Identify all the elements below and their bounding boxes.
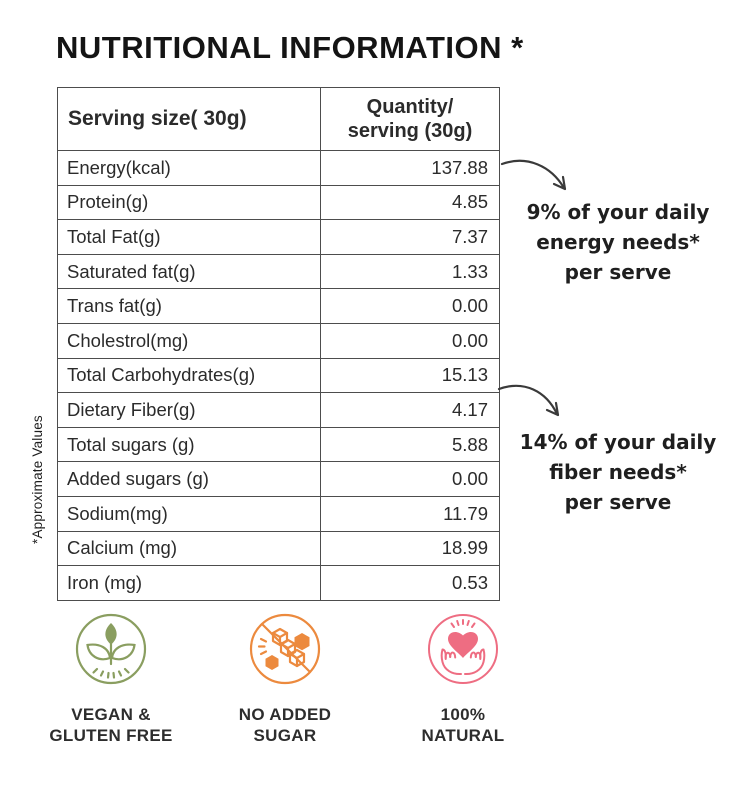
badge-label-line1: 100% bbox=[440, 705, 486, 724]
nutrient-label: Iron (mg) bbox=[57, 565, 321, 601]
nutrient-value: 18.99 bbox=[320, 530, 500, 567]
approximate-values-note: *Approximate Values bbox=[30, 415, 45, 545]
hands-heart-icon bbox=[428, 614, 498, 684]
nutrient-value: 5.88 bbox=[320, 426, 500, 463]
nutrient-value: 7.37 bbox=[320, 219, 500, 255]
table-row: Sodium(mg) 11.79 bbox=[57, 495, 500, 532]
badge-100-natural: 100% NATURAL bbox=[378, 610, 548, 746]
annotation-line: per serve bbox=[564, 490, 672, 514]
table-row: Iron (mg) 0.53 bbox=[57, 565, 500, 601]
nutrient-value: 0.00 bbox=[320, 288, 500, 324]
table-row: Trans fat(g) 0.00 bbox=[57, 288, 500, 324]
nutrient-label: Saturated fat(g) bbox=[57, 253, 321, 290]
energy-arrow-icon bbox=[500, 159, 566, 190]
badge-label-line2: NATURAL bbox=[421, 726, 505, 745]
table-row: Saturated fat(g) 1.33 bbox=[57, 253, 500, 290]
badge-label: 100% NATURAL bbox=[378, 704, 548, 746]
nutrient-value: 11.79 bbox=[320, 495, 500, 532]
nutrient-label: Total Carbohydrates(g) bbox=[57, 357, 321, 394]
nutrient-label: Total Fat(g) bbox=[57, 219, 321, 255]
badge-label: NO ADDED SUGAR bbox=[200, 704, 370, 746]
nutrient-label: Added sugars (g) bbox=[57, 461, 321, 497]
table-row: Dietary Fiber(g) 4.17 bbox=[57, 392, 500, 428]
nutrient-value: 137.88 bbox=[320, 150, 500, 186]
annotation-line: energy needs* bbox=[536, 230, 700, 254]
column-header-serving-size: Serving size( 30g) bbox=[57, 87, 321, 151]
table-row: Total Carbohydrates(g) 15.13 bbox=[57, 357, 500, 394]
plant-icon bbox=[75, 613, 147, 685]
table-row: Calcium (mg) 18.99 bbox=[57, 530, 500, 567]
annotation-line: 9% of your daily bbox=[526, 200, 710, 224]
badge-label-line2: SUGAR bbox=[253, 726, 317, 745]
table-row: Energy(kcal) 137.88 bbox=[57, 150, 500, 186]
badge-vegan-gluten-free: VEGAN & GLUTEN FREE bbox=[26, 610, 196, 746]
table-row: Added sugars (g) 0.00 bbox=[57, 461, 500, 497]
annotation-line: 14% of your daily bbox=[519, 430, 717, 454]
annotation-line: fiber needs* bbox=[549, 460, 687, 484]
fiber-annotation: 14% of your daily fiber needs* per serve bbox=[510, 427, 726, 517]
fiber-arrow-icon bbox=[497, 384, 559, 416]
nutrient-value: 0.00 bbox=[320, 461, 500, 497]
badge-label-line2: GLUTEN FREE bbox=[49, 726, 173, 745]
annotation-line: per serve bbox=[564, 260, 672, 284]
nutrient-label: Sodium(mg) bbox=[57, 495, 321, 532]
nutrient-value: 4.17 bbox=[320, 392, 500, 428]
table-row: Total Fat(g) 7.37 bbox=[57, 219, 500, 255]
table-header-row: Serving size( 30g) Quantity/ serving (30… bbox=[57, 87, 500, 151]
nutrient-value: 15.13 bbox=[320, 357, 500, 394]
column-header-quantity: Quantity/ serving (30g) bbox=[320, 87, 500, 151]
nutrient-value: 0.00 bbox=[320, 322, 500, 359]
table-row: Protein(g) 4.85 bbox=[57, 184, 500, 221]
nutrient-value: 0.53 bbox=[320, 565, 500, 601]
badge-label-line1: NO ADDED bbox=[238, 705, 332, 724]
nutrient-label: Calcium (mg) bbox=[57, 530, 321, 567]
nutrient-value: 4.85 bbox=[320, 184, 500, 221]
quantity-header-line1: Quantity/ bbox=[366, 95, 454, 118]
energy-arrowhead-icon bbox=[552, 175, 567, 191]
page-title: NUTRITIONAL INFORMATION * bbox=[56, 30, 524, 65]
nutrient-label: Protein(g) bbox=[57, 184, 321, 221]
nutrient-label: Trans fat(g) bbox=[57, 288, 321, 324]
nutrient-value: 1.33 bbox=[320, 253, 500, 290]
fiber-arrowhead-icon bbox=[545, 401, 560, 417]
nutrition-table: Serving size( 30g) Quantity/ serving (30… bbox=[57, 87, 500, 601]
nutrient-label: Cholestrol(mg) bbox=[57, 322, 321, 359]
table-row: Cholestrol(mg) 0.00 bbox=[57, 322, 500, 359]
nutrient-label: Dietary Fiber(g) bbox=[57, 392, 321, 428]
nutrient-label: Total sugars (g) bbox=[57, 426, 321, 463]
badge-row: VEGAN & GLUTEN FREE bbox=[0, 610, 743, 760]
table-row: Total sugars (g) 5.88 bbox=[57, 426, 500, 463]
badge-no-added-sugar: NO ADDED SUGAR bbox=[200, 610, 370, 746]
badge-label: VEGAN & GLUTEN FREE bbox=[26, 704, 196, 746]
energy-annotation: 9% of your daily energy needs* per serve bbox=[513, 197, 723, 287]
nutrient-label: Energy(kcal) bbox=[57, 150, 321, 186]
quantity-header-line2: serving (30g) bbox=[347, 120, 473, 142]
no-added-sugar-icon bbox=[249, 613, 321, 685]
badge-label-line1: VEGAN & bbox=[71, 705, 151, 724]
